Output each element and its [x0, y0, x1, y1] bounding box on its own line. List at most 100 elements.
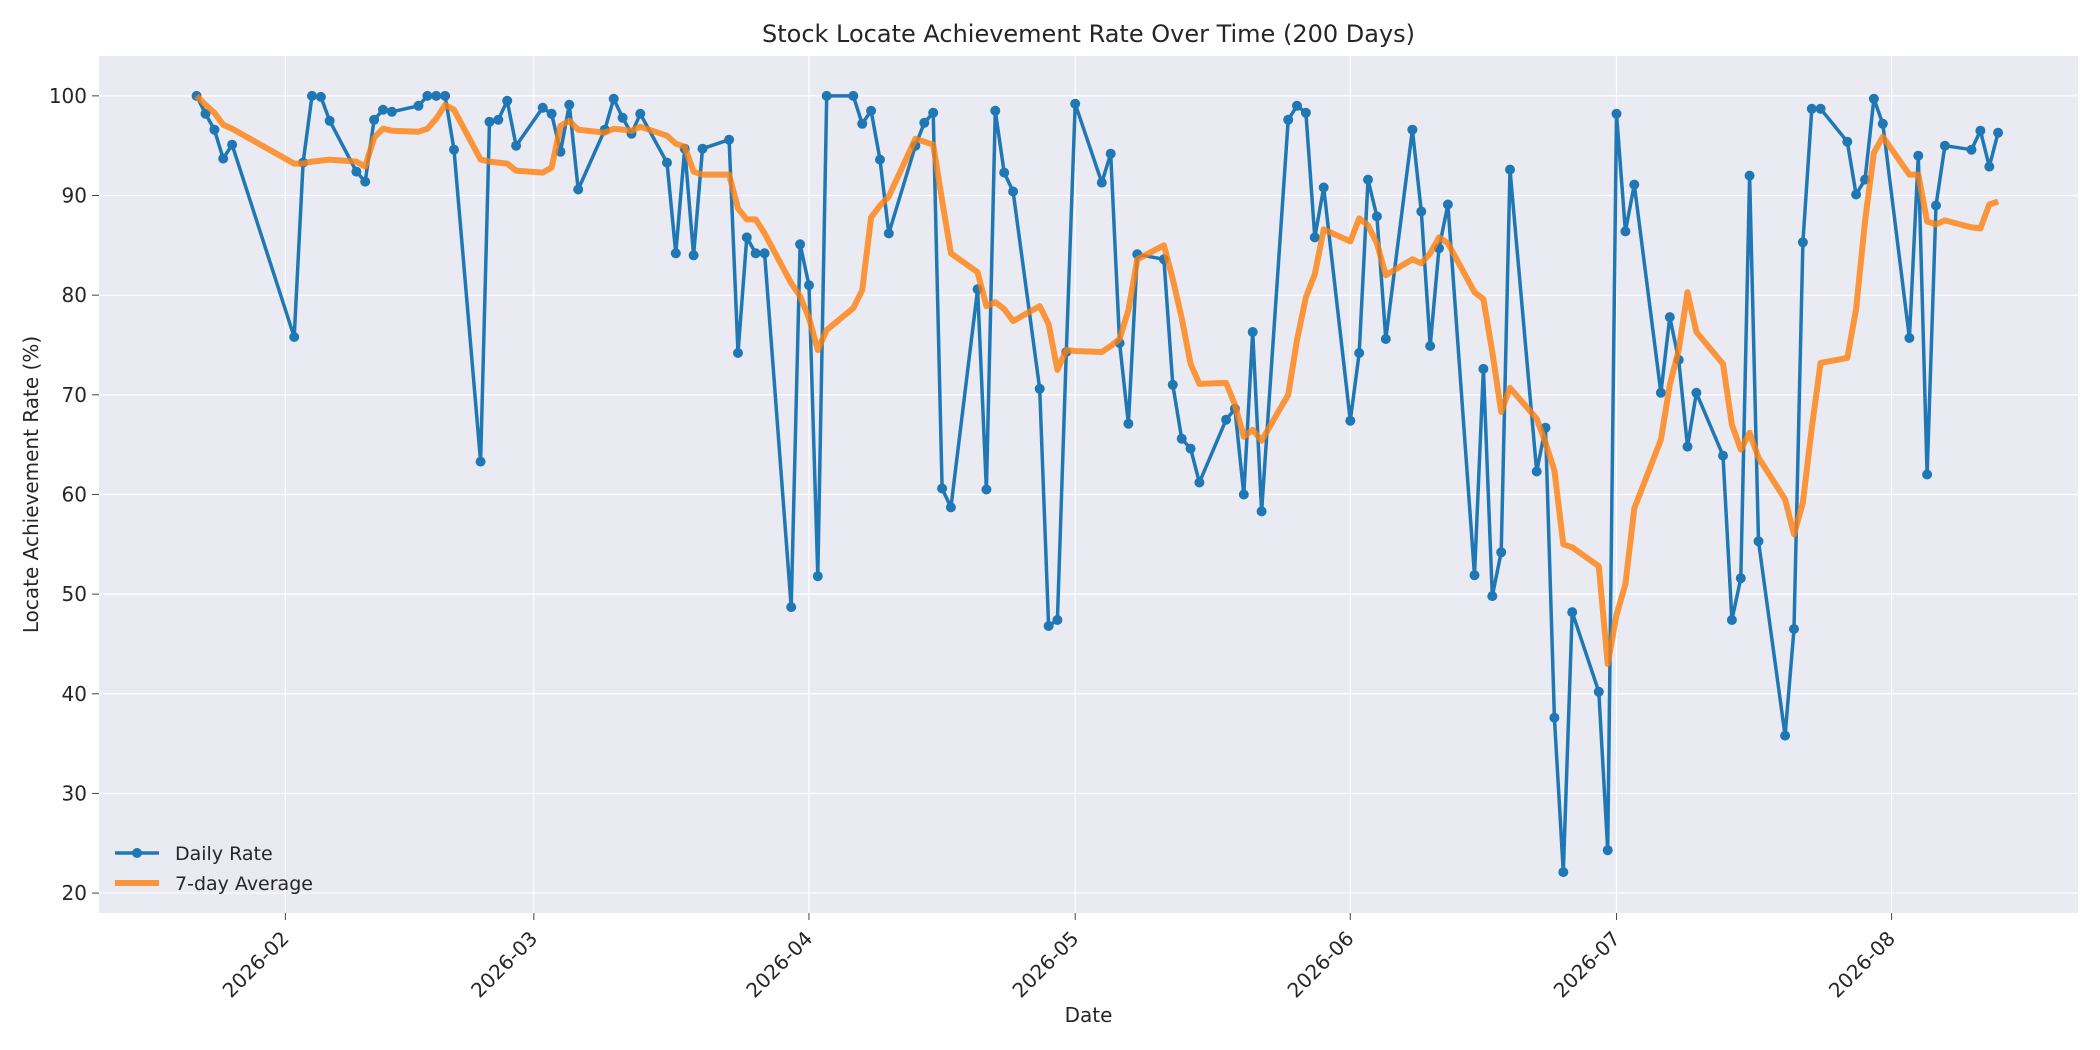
legend-daily-marker [132, 848, 142, 858]
daily-rate-point [1975, 125, 1986, 136]
daily-rate-point [848, 90, 859, 101]
daily-rate-point [1008, 186, 1019, 197]
daily-rate-point [1309, 232, 1320, 243]
daily-rate-point [1505, 164, 1515, 175]
daily-rate-point [502, 95, 513, 106]
y-tick-label: 50 [62, 582, 87, 606]
daily-rate-point [795, 239, 806, 250]
daily-rate-point [1469, 570, 1480, 581]
daily-rate-point [1105, 148, 1116, 159]
daily-rate-point [1567, 607, 1578, 618]
daily-rate-point [1842, 136, 1853, 147]
daily-rate-point [1238, 489, 1249, 500]
y-tick-label: 30 [62, 781, 87, 805]
daily-rate-point [1753, 536, 1764, 547]
daily-rate-point [1496, 547, 1507, 558]
daily-rate-point [1354, 348, 1365, 358]
y-axis-ticks: 20 30 40 50 60 70 80 90 100 [49, 84, 99, 905]
daily-rate-point [670, 248, 681, 259]
daily-rate-point [1371, 211, 1382, 222]
daily-rate-point [1478, 363, 1489, 374]
daily-rate-point [857, 118, 868, 129]
daily-rate-point [1292, 100, 1302, 111]
daily-rate-point [1345, 415, 1356, 426]
daily-rate-point [431, 90, 442, 101]
daily-rate-point [1691, 387, 1702, 398]
daily-rate-point [919, 117, 930, 128]
daily-rate-point [369, 114, 380, 125]
daily-rate-point [493, 114, 504, 125]
y-tick-label: 100 [49, 84, 87, 108]
daily-rate-point [1851, 189, 1862, 200]
daily-rate-point [360, 176, 371, 187]
daily-rate-point [1726, 615, 1737, 625]
daily-rate-point [1283, 114, 1294, 125]
daily-rate-point [937, 483, 948, 494]
daily-rate-point [1247, 327, 1258, 337]
daily-rate-point [1993, 127, 2004, 138]
daily-rate-point [1256, 506, 1267, 517]
daily-rate-point [759, 248, 770, 259]
daily-rate-point [1176, 433, 1187, 444]
daily-rate-point [209, 124, 220, 135]
legend: Daily Rate 7-day Average [115, 843, 313, 895]
daily-rate-point [218, 153, 229, 164]
seven-day-average-line [194, 93, 2000, 667]
daily-rate-point [1096, 177, 1107, 188]
daily-rate-point [1797, 237, 1808, 248]
daily-rate-point [1425, 341, 1436, 351]
daily-rate-point [688, 250, 699, 261]
daily-rate-point [821, 90, 832, 101]
daily-rate-point [1629, 179, 1640, 190]
y-tick-label: 20 [62, 881, 87, 905]
daily-rate-point [1123, 418, 1134, 429]
daily-rate-point [1655, 387, 1666, 398]
daily-rate-point [1407, 124, 1418, 135]
daily-rate-point [804, 280, 814, 291]
daily-rate-point [1052, 615, 1063, 625]
daily-rate-point [1735, 573, 1746, 584]
daily-rate-point [351, 166, 362, 177]
y-tick-label: 40 [62, 682, 87, 706]
daily-rate-point [1442, 199, 1453, 210]
daily-rate-point [724, 134, 735, 145]
daily-rate-point [1931, 200, 1941, 211]
daily-rate-point [1416, 206, 1427, 217]
daily-rate-point [1300, 107, 1311, 118]
daily-rate-point [546, 108, 557, 119]
daily-rate-point [475, 456, 486, 467]
y-axis-label: Locate Achievement Rate (%) [19, 336, 43, 633]
daily-rate-point [866, 105, 877, 116]
daily-rate-point [1380, 334, 1391, 344]
daily-rate-point [1194, 477, 1205, 488]
daily-rate-point [378, 104, 388, 115]
daily-rate-point [227, 139, 238, 150]
daily-rate-point [999, 167, 1010, 178]
daily-rate-point [1620, 226, 1631, 237]
daily-rate-point [662, 157, 672, 168]
daily-rate-point [1780, 730, 1791, 741]
daily-rate-point [875, 154, 885, 165]
daily-rate-point [990, 105, 1001, 116]
daily-rate-point [883, 228, 894, 239]
daily-rate-point [1185, 443, 1196, 454]
daily-rate-point [1167, 379, 1178, 390]
daily-rate-point [1922, 469, 1933, 480]
daily-rate-point [617, 112, 628, 123]
daily-rate-point [741, 232, 752, 243]
daily-rate-point [1904, 333, 1915, 343]
daily-rate-point [324, 115, 335, 126]
daily-rate-point [1913, 150, 1924, 161]
daily-rate-point [1789, 624, 1799, 634]
daily-rate-point [1966, 144, 1977, 155]
daily-rate-point [697, 143, 708, 154]
daily-rate-point [1939, 140, 1950, 151]
daily-rate-point [289, 332, 300, 342]
daily-rate-point [1318, 182, 1329, 193]
daily-rate-point [1806, 103, 1817, 114]
daily-rate-point [564, 99, 575, 110]
daily-rate-point [733, 348, 743, 358]
daily-rate-point [537, 102, 548, 113]
daily-rate-point [1363, 174, 1373, 185]
